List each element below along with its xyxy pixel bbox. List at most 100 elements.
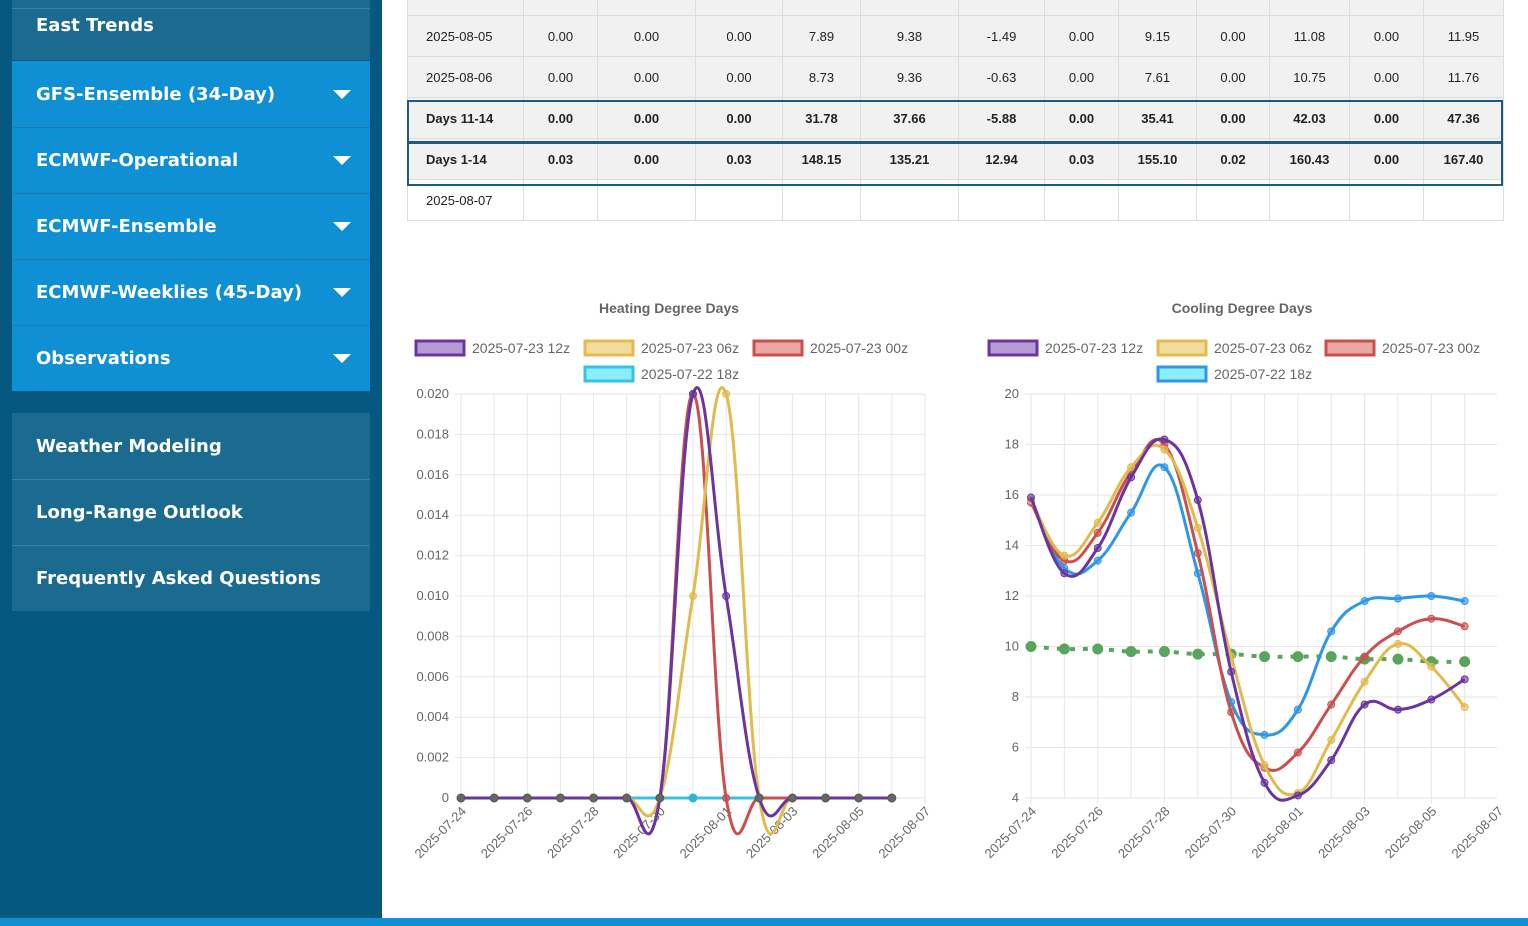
sidebar-link-0-label: Weather Modeling	[36, 435, 222, 457]
table-row-label: Days 11-14	[407, 97, 524, 139]
table-cell: 167.40	[1423, 138, 1504, 180]
table-cell: 37.66	[860, 97, 959, 139]
data-point	[1293, 748, 1302, 757]
sidebar-dropdown-2[interactable]: ECMWF-Ensemble	[12, 193, 370, 259]
data-point	[1260, 761, 1269, 770]
sidebar-divider	[12, 259, 370, 260]
sidebar-link-1-label: Long-Range Outlook	[36, 501, 243, 523]
chevron-down-icon[interactable]	[333, 354, 351, 363]
data-point	[1092, 643, 1104, 655]
sidebar-link-2-label: Frequently Asked Questions	[36, 567, 321, 589]
data-point	[1260, 778, 1269, 787]
table-cell: 0.00	[1044, 15, 1119, 57]
data-point	[1327, 700, 1336, 709]
data-point	[688, 592, 697, 600]
data-point	[1160, 463, 1169, 472]
data-point	[1093, 544, 1102, 553]
table-cell: 160.43	[1269, 138, 1350, 180]
legend-swatch	[1324, 339, 1376, 357]
x-tick-label: 2025-08-03	[1315, 804, 1373, 862]
footer-accent-bar	[0, 918, 1528, 926]
data-point	[1093, 528, 1102, 537]
data-point	[522, 793, 532, 803]
table-cell: 0.00	[523, 56, 598, 98]
data-point	[1393, 705, 1402, 714]
y-tick-label: 0.016	[416, 467, 449, 482]
data-point	[1393, 594, 1402, 603]
sidebar-dropdown-4[interactable]: Observations	[12, 325, 370, 391]
table-cell: 0.00	[1044, 97, 1119, 139]
data-point	[1160, 445, 1169, 454]
data-point	[1227, 708, 1236, 717]
y-tick-label: 12	[1005, 588, 1019, 603]
x-tick-label: 2025-08-05	[1382, 804, 1440, 862]
data-point	[1127, 463, 1136, 472]
series-line-1	[460, 386, 892, 836]
legend-swatch	[987, 339, 1039, 357]
data-point	[1127, 473, 1136, 482]
x-tick-label: 2025-07-24	[411, 804, 469, 862]
table-cell: 8.73	[782, 56, 861, 98]
chevron-down-icon[interactable]	[333, 288, 351, 297]
data-point	[722, 794, 731, 802]
sidebar-divider	[12, 325, 370, 326]
sidebar-link-0[interactable]: Weather Modeling	[12, 413, 370, 479]
series-line-2	[460, 392, 892, 836]
y-tick-label: 0.006	[416, 669, 449, 684]
data-point	[456, 793, 466, 803]
table-cell: 0.00	[1349, 97, 1424, 139]
table-cell	[1349, 179, 1424, 221]
table-cell: 0.00	[1349, 15, 1424, 57]
x-tick-label: 2025-07-26	[1048, 804, 1106, 862]
chart-title: Cooling Degree Days	[1172, 300, 1313, 316]
x-tick-label: 2025-07-28	[544, 804, 602, 862]
table-cell: 7.61	[1118, 56, 1197, 98]
chevron-down-icon[interactable]	[333, 156, 351, 165]
x-tick-label: 2025-08-01	[1248, 804, 1306, 862]
table-cell	[523, 179, 598, 221]
degree-days-table: 2025-08-05 0.00 0.00 0.00 7.89 9.38 -1.49 0.00 9…	[407, 0, 1504, 221]
data-point	[1193, 496, 1202, 505]
data-point	[1459, 656, 1471, 668]
sidebar-dropdown-1[interactable]: ECMWF-Operational	[12, 127, 370, 193]
table-cell: 0.03	[695, 138, 783, 180]
data-point	[1460, 703, 1469, 712]
sidebar-dropdown-3[interactable]: ECMWF-Weeklies (45-Day)	[12, 259, 370, 325]
table-cell	[782, 179, 861, 221]
data-point	[622, 793, 632, 803]
sidebar-item-east-trends-label: East Trends	[36, 14, 154, 36]
data-point	[1158, 646, 1170, 658]
sidebar-divider	[12, 545, 370, 546]
data-point	[1125, 646, 1137, 658]
table-row: Days 1-14 0.03 0.00 0.03 148.15 135.21 12.94 0.…	[407, 138, 1504, 180]
data-point	[1392, 653, 1404, 665]
table-cell: 0.00	[1044, 56, 1119, 98]
data-point	[1460, 622, 1469, 631]
sidebar-item-east-trends[interactable]: East Trends	[12, 0, 370, 60]
table-row: Days 11-14 0.00 0.00 0.00 31.78 37.66 -5.88 0.0…	[407, 97, 1504, 139]
table-cell: 12.94	[958, 138, 1045, 180]
table-cell: 0.00	[1349, 138, 1424, 180]
table-cell: 0.03	[1044, 138, 1119, 180]
table-cell: 10.75	[1269, 56, 1350, 98]
y-tick-label: 14	[1005, 538, 1019, 553]
table-cell: 0.00	[1196, 97, 1270, 139]
chevron-down-icon[interactable]	[333, 90, 351, 99]
table-cell	[958, 0, 1045, 16]
sidebar-link-1[interactable]: Long-Range Outlook	[12, 479, 370, 545]
data-point	[1058, 643, 1070, 655]
data-point	[1093, 518, 1102, 527]
y-tick-label: 8	[1012, 689, 1019, 704]
y-tick-label: 0	[442, 790, 449, 805]
sidebar-dropdown-0[interactable]: GFS-Ensemble (34-Day)	[12, 61, 370, 127]
table-cell: 0.00	[597, 15, 696, 57]
data-point	[1292, 651, 1304, 663]
legend-swatch	[583, 365, 635, 383]
chevron-down-icon[interactable]	[333, 222, 351, 231]
y-tick-label: 0.018	[416, 426, 449, 441]
sidebar-link-2[interactable]: Frequently Asked Questions	[12, 545, 370, 611]
x-tick-label: 2025-08-07	[1449, 804, 1507, 862]
table-row: 2025-08-06 0.00 0.00 0.00 8.73 9.36 -0.63 0.00 7…	[407, 56, 1504, 98]
data-point	[1293, 705, 1302, 714]
legend-swatch	[752, 339, 804, 357]
